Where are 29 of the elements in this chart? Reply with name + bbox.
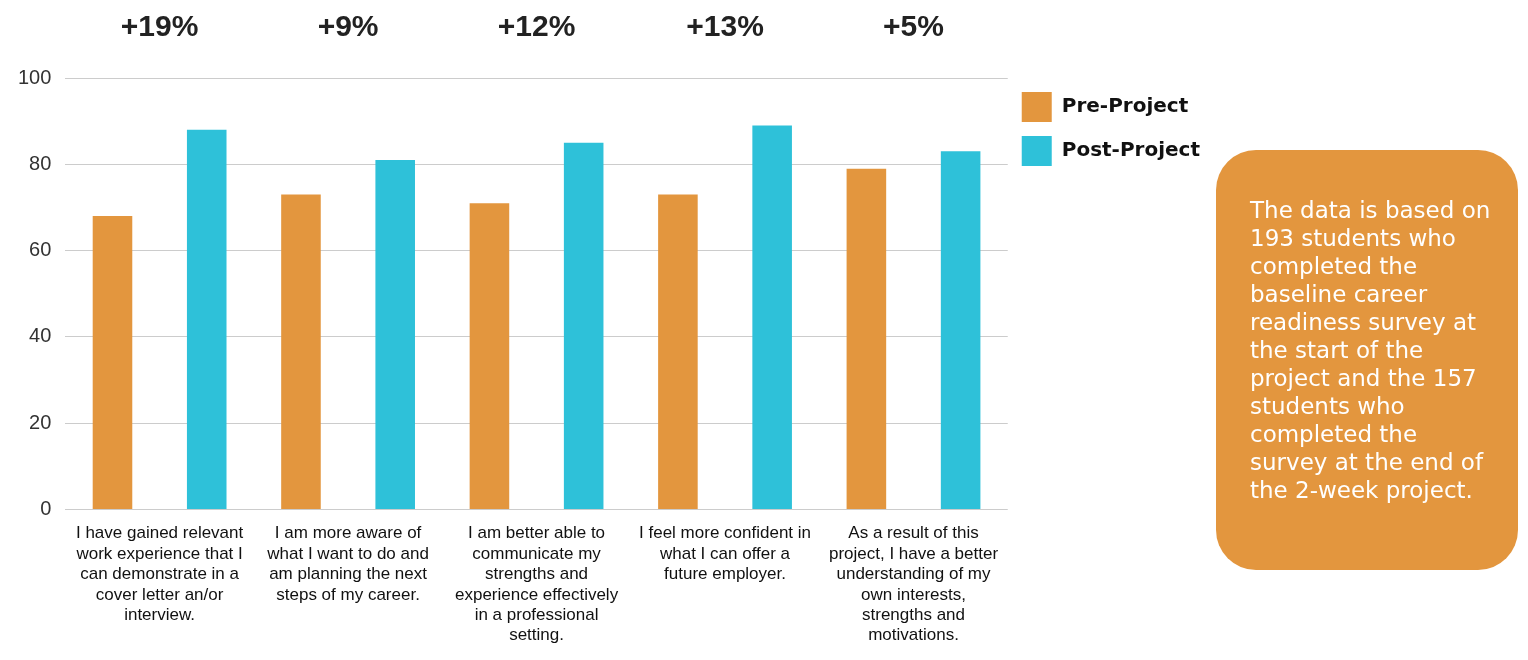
bar bbox=[940, 151, 981, 510]
y-tick-label: 20 bbox=[29, 410, 52, 433]
x-tick-label: I am better able to communicate my strengths and experience effectively in a professional setting. bbox=[454, 523, 619, 645]
text: +19% bbox=[120, 9, 199, 43]
bar bbox=[375, 160, 415, 510]
bar bbox=[186, 129, 227, 510]
bar bbox=[469, 203, 510, 510]
text: +12% bbox=[497, 9, 576, 43]
y-tick-label: 0 bbox=[40, 497, 52, 520]
legend-label: Post-Project bbox=[1061, 137, 1201, 162]
y-tick-label: 40 bbox=[29, 324, 52, 347]
x-tick-label: I am more aware of what I want to do and am planning the next steps of my career. bbox=[266, 523, 429, 604]
y-tick-label: 60 bbox=[29, 238, 52, 261]
bar bbox=[92, 216, 133, 510]
bar bbox=[563, 142, 604, 510]
bar bbox=[752, 125, 792, 510]
x-tick-label: I feel more confident in what I can offer a future employer. bbox=[639, 523, 812, 584]
y-tick-label: 80 bbox=[29, 151, 52, 174]
text: +5% bbox=[883, 9, 944, 43]
text: The data is based on 193 students who completed the baseline career readiness survey at the start of the project and the 157 students who completed the survey at the end of the 2-week project. bbox=[1250, 197, 1491, 503]
text: +9% bbox=[317, 9, 379, 43]
y-tick-label: 100 bbox=[17, 65, 52, 88]
bar bbox=[846, 168, 887, 510]
text: +13% bbox=[686, 9, 764, 43]
bar bbox=[658, 194, 698, 510]
bar bbox=[281, 194, 321, 510]
x-tick-label: I have gained relevant work experience that I can demonstrate in a cover letter an/or interview. bbox=[75, 523, 244, 625]
legend-label: Pre-Project bbox=[1061, 93, 1189, 118]
x-tick-label: As a result of this project, I have a better understanding of my own interests, strengths and motivations. bbox=[828, 523, 999, 645]
